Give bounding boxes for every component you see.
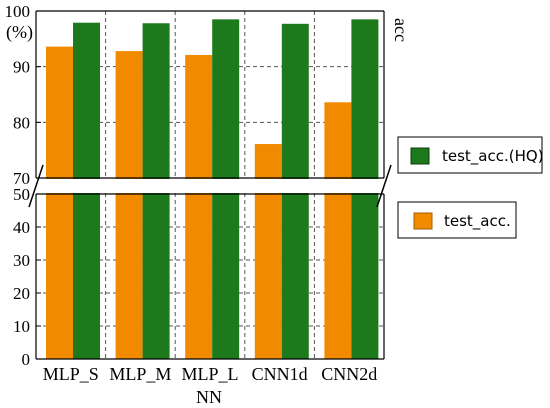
legend-hq-swatch: [410, 147, 430, 165]
legend-hq: test_acc.(HQ): [397, 136, 544, 174]
x-tick-label-CNN1d: CNN1d: [252, 364, 308, 384]
break-mark-right: [376, 164, 392, 208]
legend-acc: test_acc.: [397, 201, 517, 239]
x-tick-label-MLP_L: MLP_L: [181, 364, 238, 384]
y-tick-label-30: 30: [13, 251, 30, 270]
x-axis-title: NN: [196, 387, 222, 407]
y-tick-label-20: 20: [13, 284, 30, 303]
bar-CNN1d-test-acc: [254, 144, 282, 359]
y-tick-label-90: 90: [13, 58, 30, 77]
y-tick-label-70: 70: [13, 169, 30, 188]
bar-MLP_L-test-acc: [185, 54, 213, 360]
break-mark-left: [28, 164, 44, 208]
y-tick-label-40: 40: [13, 218, 30, 237]
axis-break-gap: [0, 179, 392, 193]
y-tick-label-50: 50: [13, 185, 30, 204]
x-tick-label-MLP_S: MLP_S: [43, 364, 99, 384]
y-tick-label-0: 0: [22, 350, 31, 369]
y-axis-unit: (%): [6, 22, 33, 43]
x-tick-label-CNN2d: CNN2d: [321, 364, 377, 384]
bar-MLP_M-test-acc: [115, 51, 143, 359]
x-tick-label-MLP_M: MLP_M: [109, 364, 171, 384]
y-tick-label-10: 10: [13, 317, 30, 336]
bar-CNN2d-test-acc: [324, 102, 352, 359]
y-tick-label-80: 80: [13, 113, 30, 132]
bar-MLP_S-test-acc: [46, 46, 73, 359]
legend-acc-swatch: [413, 212, 433, 230]
legend-hq-label: test_acc.(HQ): [442, 147, 544, 166]
right-axis-label: acc: [391, 18, 411, 42]
legend-acc-label: test_acc.: [444, 212, 511, 231]
y-tick-label-100: 100: [5, 2, 31, 21]
